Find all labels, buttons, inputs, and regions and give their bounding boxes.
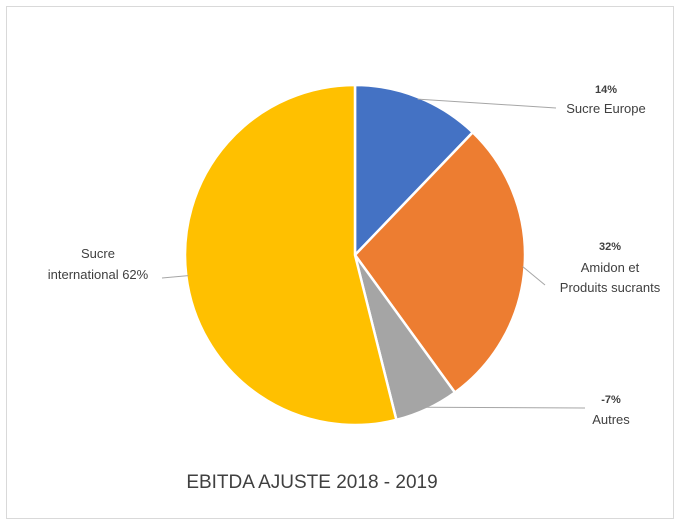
slice-label-sucre-europe: Sucre Europe bbox=[566, 101, 646, 116]
slice-label-amidon-line2: Produits sucrants bbox=[560, 280, 661, 295]
slice-amidon-produits-sucrants bbox=[353, 130, 527, 395]
slice-sucre-europe bbox=[353, 83, 475, 259]
slice-label-autres: Autres bbox=[592, 412, 630, 427]
slice-label-sucre-international-line2: international 62% bbox=[48, 267, 149, 282]
leader-autres bbox=[426, 406, 586, 409]
pie-slices bbox=[183, 83, 527, 427]
leader-sucre-europe bbox=[417, 98, 557, 109]
slice-label-amidon-line1: Amidon et bbox=[581, 260, 640, 275]
leader-sucre-international bbox=[161, 275, 189, 279]
leader-amidon bbox=[522, 266, 546, 286]
slice-value-amidon: 32% bbox=[599, 241, 621, 253]
slice-label-sucre-international-line1: Sucre bbox=[81, 246, 115, 261]
slice-value-sucre-europe: 14% bbox=[595, 84, 617, 96]
chart-title: EBITDA AJUSTE 2018 - 2019 bbox=[186, 472, 437, 493]
slice-value-autres: -7% bbox=[601, 394, 621, 406]
leader-lines bbox=[161, 98, 586, 409]
